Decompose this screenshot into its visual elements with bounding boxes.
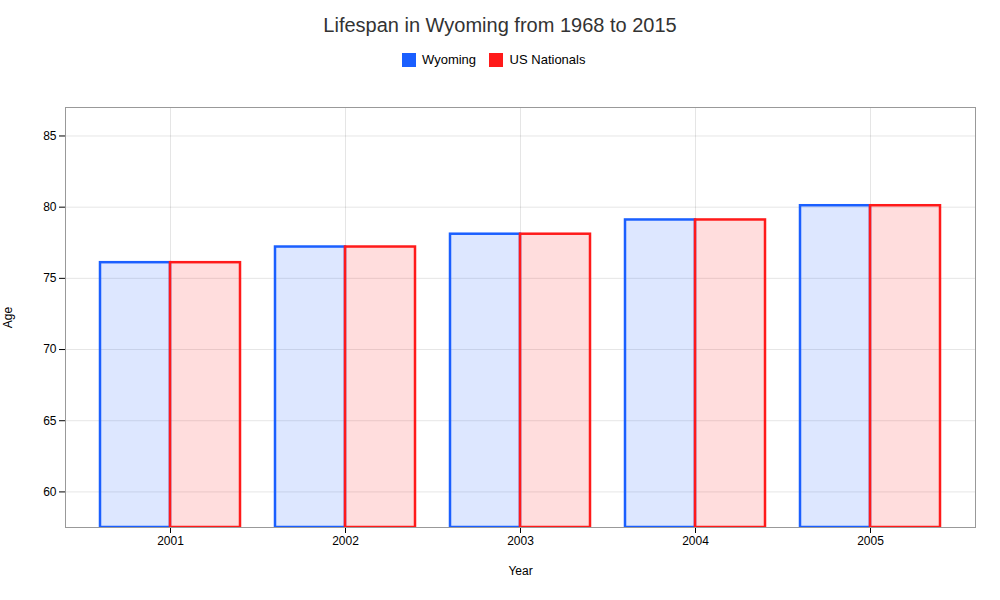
svg-text:Age: Age: [1, 306, 15, 328]
svg-text:Year: Year: [508, 563, 532, 577]
svg-text:80: 80: [43, 200, 57, 214]
svg-text:85: 85: [43, 128, 57, 142]
html-text:US Nationals: US Nationals: [509, 52, 586, 67]
svg-text:70: 70: [43, 342, 57, 356]
svg-text:2005: 2005: [857, 534, 884, 548]
html-text:Wyoming: Wyoming: [422, 52, 477, 67]
html-text:Lifespan in Wyoming from 1968: Lifespan in Wyoming from 1968 to 2015: [323, 14, 677, 36]
svg-text:65: 65: [43, 413, 57, 427]
svg-text:75: 75: [43, 271, 57, 285]
svg-text:2003: 2003: [507, 534, 534, 548]
svg-text:2004: 2004: [682, 534, 709, 548]
svg-text:60: 60: [43, 484, 57, 498]
svg-text:2002: 2002: [332, 534, 359, 548]
svg-text:2001: 2001: [157, 534, 184, 548]
